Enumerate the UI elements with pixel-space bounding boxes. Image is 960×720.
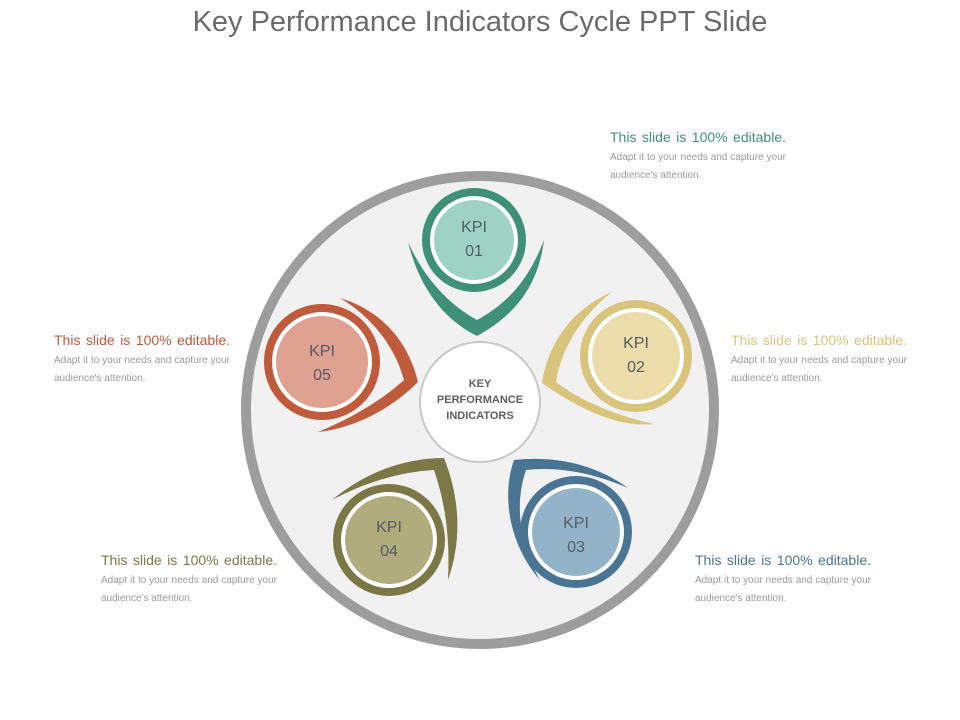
kpi-03-core	[532, 488, 620, 576]
kpi-02-description: This slide is 100% editable. Adapt it to…	[731, 331, 907, 386]
kpi-03-description-head: This slide is 100% editable.	[695, 552, 871, 568]
kpi-05-tail	[318, 298, 418, 432]
kpi-05-description-head: This slide is 100% editable.	[54, 332, 230, 348]
kpi-01-tail	[408, 240, 544, 336]
kpi-02-tail	[542, 292, 654, 425]
center-label: KEY PERFORMANCE INDICATORS	[436, 378, 524, 422]
kpi-05-label: KPI 05	[309, 343, 335, 384]
kpi-03-description: This slide is 100% editable. Adapt it to…	[695, 551, 871, 606]
kpi-04-description: This slide is 100% editable. Adapt it to…	[101, 551, 277, 606]
kpi-03-tail	[508, 458, 628, 580]
kpi-01-core	[434, 200, 514, 280]
kpi-01-description-head: This slide is 100% editable.	[610, 129, 786, 145]
kpi-05-node[interactable]	[264, 298, 418, 432]
kpi-04-description-body: Adapt it to your needs and capture your …	[101, 575, 277, 604]
kpi-02-node[interactable]	[542, 292, 692, 425]
kpi-03-node[interactable]	[508, 458, 632, 588]
kpi-02-description-body: Adapt it to your needs and capture your …	[731, 355, 907, 384]
kpi-05-description-body: Adapt it to your needs and capture your …	[54, 355, 230, 384]
kpi-04-description-head: This slide is 100% editable.	[101, 552, 277, 568]
kpi-01-description-body: Adapt it to your needs and capture your …	[610, 152, 786, 181]
kpi-03-label: KPI 03	[563, 515, 589, 556]
center-circle	[419, 341, 541, 463]
kpi-02-label: KPI 02	[623, 335, 649, 376]
kpi-04-core	[345, 496, 433, 584]
kpi-05-description: This slide is 100% editable. Adapt it to…	[54, 331, 230, 386]
kpi-04-label: KPI 04	[376, 519, 402, 560]
kpi-05-core	[276, 316, 368, 408]
kpi-03-description-body: Adapt it to your needs and capture your …	[695, 575, 871, 604]
kpi-02-core	[592, 312, 680, 400]
kpi-01-node[interactable]	[408, 188, 544, 336]
kpi-01-label: KPI 01	[461, 219, 487, 260]
kpi-01-description: This slide is 100% editable. Adapt it to…	[610, 128, 786, 183]
kpi-04-node[interactable]	[332, 458, 458, 596]
kpi-02-description-head: This slide is 100% editable.	[731, 332, 907, 348]
slide-title: Key Performance Indicators Cycle PPT Sli…	[192, 6, 768, 38]
kpi-04-tail	[332, 458, 458, 580]
